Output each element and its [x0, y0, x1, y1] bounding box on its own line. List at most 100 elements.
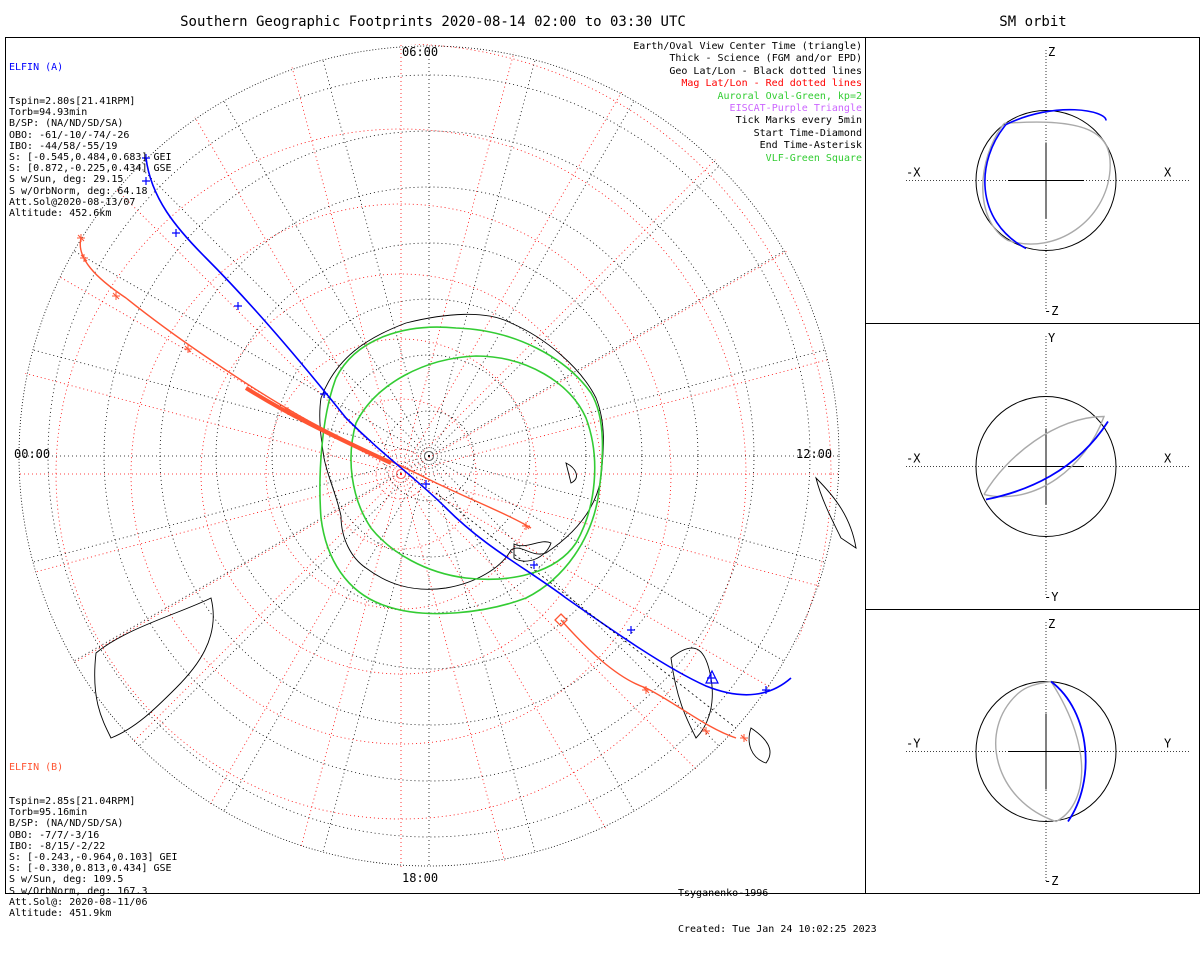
- legend-entry: Start Time-Diamond: [753, 127, 862, 139]
- elfin-a-tick: [234, 302, 242, 310]
- elfin-a-info-line: S: [-0.545,0.484,0.683] GEI: [9, 151, 172, 163]
- geo-lon-line: [223, 455, 430, 812]
- elfin-a-orbit: [145, 157, 792, 696]
- geo-lon-line: [138, 455, 430, 747]
- elfin-b-tick: [522, 522, 530, 530]
- elfin-b-sm-orbit: [995, 680, 1083, 823]
- elfin-b-info-line: Tspin=2.85s[21.04RPM]: [9, 796, 136, 807]
- elfin-b-sm-orbit: [982, 121, 1111, 245]
- legend-entry: Auroral Oval-Green, kp=2: [717, 90, 863, 102]
- mag-lon-line: [17, 473, 402, 735]
- elfin-b-science-segment: [244, 386, 392, 465]
- time-label-bottom: 18:00: [402, 871, 439, 885]
- elfin-a-info-line: B/SP: (NA/ND/SD/SA): [9, 118, 124, 130]
- coastline: [319, 313, 604, 590]
- mag-lon-line: [33, 473, 402, 842]
- elfin-b-info-line: Torb=95.16min: [9, 807, 88, 819]
- mag-lon-line: [140, 44, 402, 475]
- elfin-a-info-line: Torb=94.93min: [9, 107, 88, 119]
- view-line: [435, 492, 737, 729]
- sm-orbit-panel-xy: Y -Y -X X: [865, 323, 1200, 610]
- elfin-b-tick: [112, 292, 120, 300]
- sm-label-bottom: -Z: [1044, 304, 1058, 318]
- geo-lon-line: [428, 250, 785, 457]
- sm-orbit-yz-plot: Z -Z -Y Y: [906, 617, 1191, 888]
- elfin-a-tick: [320, 390, 328, 398]
- legend-entry: Thick - Science (FGM and/or EPD): [669, 53, 862, 65]
- mag-lon-line: [33, 106, 402, 475]
- elfin-b-info-line: S: [-0.330,0.813,0.434] GSE: [9, 863, 172, 875]
- sm-label-bottom: -Y: [1044, 590, 1059, 604]
- elfin-b-start-diamond: [554, 613, 568, 627]
- elfin-a-sm-orbit: [985, 421, 1109, 501]
- legend-entry: End Time-Asterisk: [759, 140, 862, 152]
- mag-lon-line: [140, 473, 402, 868]
- elfin-a-tick: [530, 561, 538, 569]
- elfin-b-info-line: Altitude: 451.9km: [9, 907, 112, 919]
- sm-label-top: Z: [1048, 617, 1055, 631]
- geo-lon-line: [428, 59, 536, 457]
- elfin-a-tick: [422, 480, 430, 488]
- elfin-a-tick: [142, 177, 150, 185]
- elfin-b-track: [77, 234, 748, 742]
- geo-lon-line: [428, 349, 826, 457]
- sm-label-top: Y: [1048, 331, 1056, 345]
- legend-entry: Geo Lat/Lon - Black dotted lines: [669, 65, 862, 77]
- markers: [435, 492, 737, 729]
- footer-model: Tsyganenko-1996: [678, 888, 769, 899]
- footer: Tsyganenko-1996 Created: Tue Jan 24 10:0…: [678, 864, 877, 960]
- footprint-map: [17, 44, 857, 868]
- geo-lon-line: [73, 455, 430, 662]
- elfin-a-info-line: OBO: -61/-10/-74/-26: [9, 129, 130, 141]
- sm-orbit-panel-yz: Z -Z -Y Y: [865, 609, 1200, 894]
- sm-label-right: X: [1164, 452, 1172, 466]
- geo-lon-line: [322, 59, 430, 457]
- geo-lon-line: [428, 455, 785, 662]
- mag-lon-line: [400, 44, 662, 475]
- sm-label-left: -X: [906, 452, 921, 466]
- sm-label-bottom: -Z: [1044, 874, 1058, 888]
- geo-lon-line: [32, 349, 430, 457]
- earth-circle: [975, 110, 1117, 251]
- time-label-right: 12:00: [796, 447, 833, 461]
- sm-orbit-panel-xz: Z -Z -X X: [865, 37, 1200, 324]
- mag-lon-line: [400, 473, 841, 735]
- elfin-b-info-line: OBO: -7/7/-3/16: [9, 829, 100, 841]
- legend: Earth/Oval View Center Time (triangle) Th…: [633, 41, 862, 165]
- sm-label-right: Y: [1164, 737, 1172, 751]
- sm-label-left: -X: [906, 166, 921, 180]
- main-title: Southern Geographic Footprints 2020-08-1…: [180, 14, 686, 30]
- coastline: [815, 476, 857, 549]
- elfin-a-info-line: S: [0.872,-0.225,0.434] GSE: [9, 163, 172, 175]
- coastline: [670, 647, 713, 739]
- elfin-b-tick: [702, 727, 710, 735]
- coastline: [565, 462, 577, 484]
- geo-lon-line: [428, 165, 720, 457]
- elfin-b-info-line: B/SP: (NA/ND/SD/SA): [9, 818, 124, 830]
- elfin-a-info-line: Altitude: 452.6km: [9, 207, 112, 219]
- mag-lon-line: [400, 473, 536, 868]
- elfin-b-tick: [284, 407, 292, 415]
- mag-lon-line: [400, 44, 536, 475]
- legend-entry: VLF-Green Square: [765, 152, 862, 164]
- geo-lon-line: [32, 455, 430, 563]
- elfin-b-tick: [740, 734, 748, 742]
- coastline: [94, 597, 214, 739]
- elfin-b-tick: [642, 686, 650, 694]
- auroral-oval: [319, 326, 604, 615]
- sm-orbit-xz-plot: Z -Z -X X: [906, 45, 1191, 318]
- geo-lon-line: [428, 100, 635, 457]
- geo-lon-line: [428, 455, 536, 853]
- elfin-b-tick: [184, 345, 192, 353]
- elfin-a-track: [142, 154, 792, 696]
- coastlines: [94, 313, 857, 764]
- legend-entry: Earth/Oval View Center Time (triangle): [633, 41, 862, 52]
- elfin-b-tick: [80, 254, 88, 262]
- mag-lat-circle: [325, 398, 477, 550]
- elfin-b-info-line: IBO: -8/15/-2/22: [9, 840, 106, 852]
- elfin-a-sm-orbit: [984, 108, 1107, 250]
- sm-orbit-title: SM orbit: [999, 14, 1067, 30]
- mag-lon-line: [400, 473, 662, 868]
- elfin-b-info-line: S w/Sun, deg: 109.5: [9, 874, 124, 886]
- geo-lon-line: [428, 455, 826, 563]
